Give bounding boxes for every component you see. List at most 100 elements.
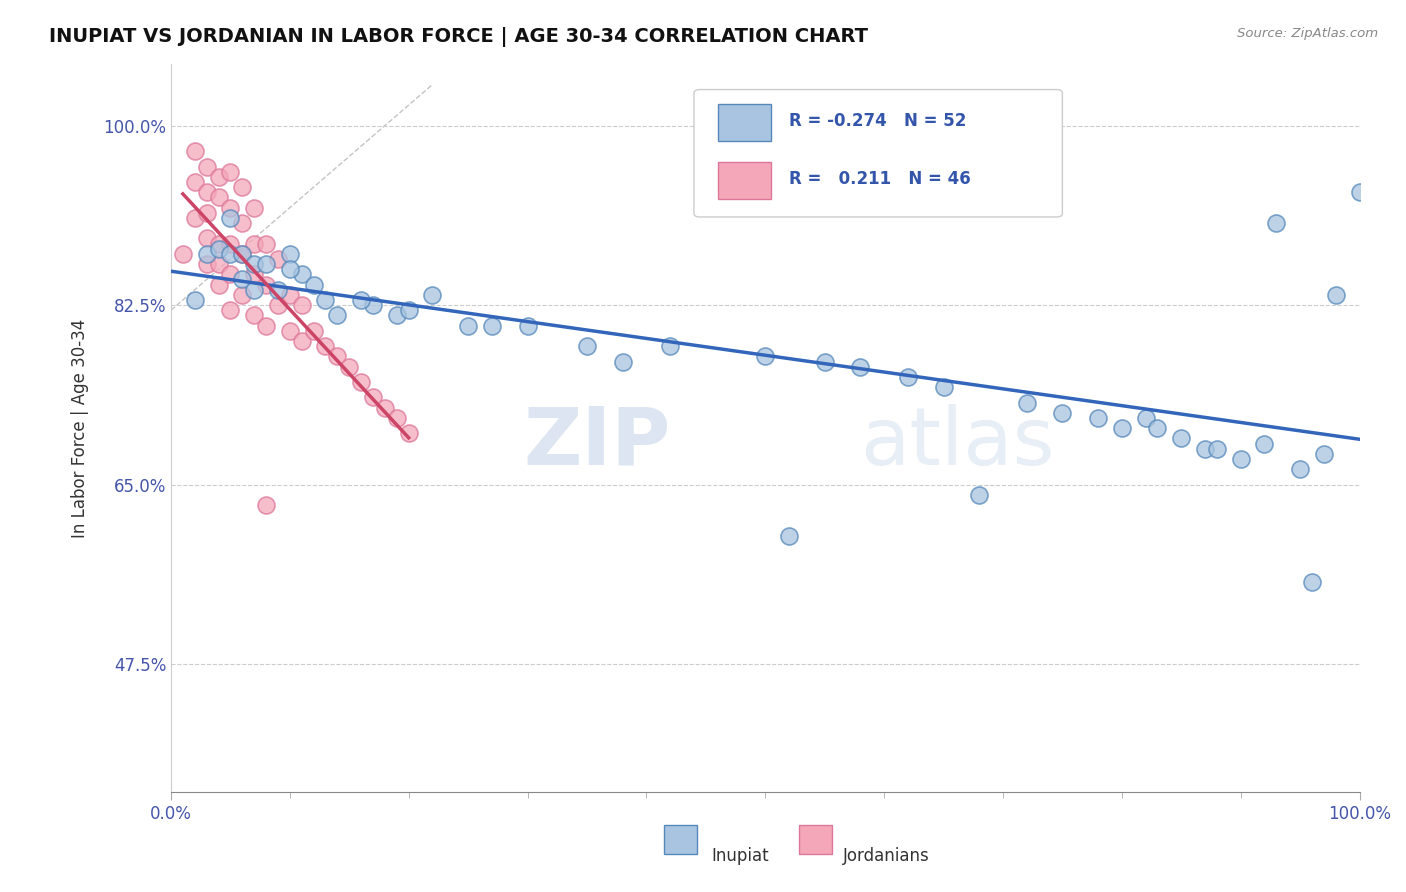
Point [1135, 411, 1157, 425]
Point [361, 391, 384, 405]
Point [291, 298, 314, 312]
Point [659, 339, 682, 353]
Point [516, 318, 538, 333]
Text: Jordanians: Jordanians [842, 847, 929, 865]
Point [302, 324, 325, 338]
Bar [664, 825, 697, 855]
Point [457, 318, 479, 333]
Point [254, 257, 277, 271]
Point [219, 201, 242, 215]
Point [1087, 411, 1109, 425]
Point [1229, 452, 1251, 467]
Point [1111, 421, 1133, 435]
Point [254, 318, 277, 333]
Point [315, 339, 337, 353]
Point [267, 283, 290, 297]
Point [1205, 442, 1227, 456]
Point [243, 236, 266, 251]
Point [195, 160, 218, 174]
Point [243, 309, 266, 323]
Point [967, 488, 990, 502]
Point [207, 242, 229, 256]
Point [184, 211, 207, 225]
Point [184, 175, 207, 189]
Point [231, 288, 253, 302]
Point [398, 303, 420, 318]
Point [754, 350, 776, 364]
Point [481, 318, 503, 333]
Point [350, 293, 373, 307]
Point [195, 231, 218, 245]
Point [1052, 406, 1074, 420]
Point [291, 268, 314, 282]
Point [231, 247, 253, 261]
Point [243, 201, 266, 215]
Point [849, 359, 872, 374]
Point [1146, 421, 1168, 435]
Point [1324, 288, 1347, 302]
Point [1170, 432, 1192, 446]
Point [219, 165, 242, 179]
Point [267, 298, 290, 312]
Point [326, 309, 349, 323]
Point [575, 339, 598, 353]
Point [231, 272, 253, 286]
Point [1301, 574, 1323, 589]
Point [422, 288, 444, 302]
Text: R =   0.211   N = 46: R = 0.211 N = 46 [789, 170, 970, 188]
Point [1348, 186, 1371, 200]
Text: ZIP: ZIP [523, 404, 671, 482]
Point [231, 216, 253, 230]
Point [207, 169, 229, 184]
Point [1313, 447, 1336, 461]
FancyBboxPatch shape [695, 89, 1063, 217]
Text: Inupiat: Inupiat [711, 847, 769, 865]
Bar [799, 825, 832, 855]
Point [184, 293, 207, 307]
Point [267, 252, 290, 266]
Point [814, 354, 837, 368]
Point [1253, 436, 1275, 450]
Point [254, 236, 277, 251]
Point [897, 370, 920, 384]
Point [254, 498, 277, 512]
Point [243, 283, 266, 297]
Point [207, 236, 229, 251]
Point [1289, 462, 1312, 476]
Point [932, 380, 955, 394]
Point [207, 190, 229, 204]
Point [374, 401, 396, 415]
Point [219, 211, 242, 225]
Point [219, 303, 242, 318]
Point [219, 268, 242, 282]
Point [243, 257, 266, 271]
Point [1265, 216, 1288, 230]
Point [361, 298, 384, 312]
Text: R = -0.274   N = 52: R = -0.274 N = 52 [789, 112, 966, 130]
Point [184, 145, 207, 159]
Point [243, 268, 266, 282]
Point [385, 411, 408, 425]
Text: atlas: atlas [860, 404, 1054, 482]
Point [207, 257, 229, 271]
Point [278, 247, 301, 261]
Point [219, 247, 242, 261]
Bar [717, 162, 770, 199]
Point [207, 277, 229, 292]
Point [278, 262, 301, 277]
Point [326, 350, 349, 364]
Point [778, 529, 800, 543]
Point [195, 206, 218, 220]
Point [231, 247, 253, 261]
Point [337, 359, 360, 374]
Point [385, 309, 408, 323]
Point [315, 293, 337, 307]
Point [195, 247, 218, 261]
Text: Source: ZipAtlas.com: Source: ZipAtlas.com [1237, 27, 1378, 40]
Point [612, 354, 634, 368]
Point [278, 324, 301, 338]
Bar [717, 104, 770, 141]
Text: INUPIAT VS JORDANIAN IN LABOR FORCE | AGE 30-34 CORRELATION CHART: INUPIAT VS JORDANIAN IN LABOR FORCE | AG… [49, 27, 869, 46]
Point [231, 180, 253, 194]
Point [195, 186, 218, 200]
